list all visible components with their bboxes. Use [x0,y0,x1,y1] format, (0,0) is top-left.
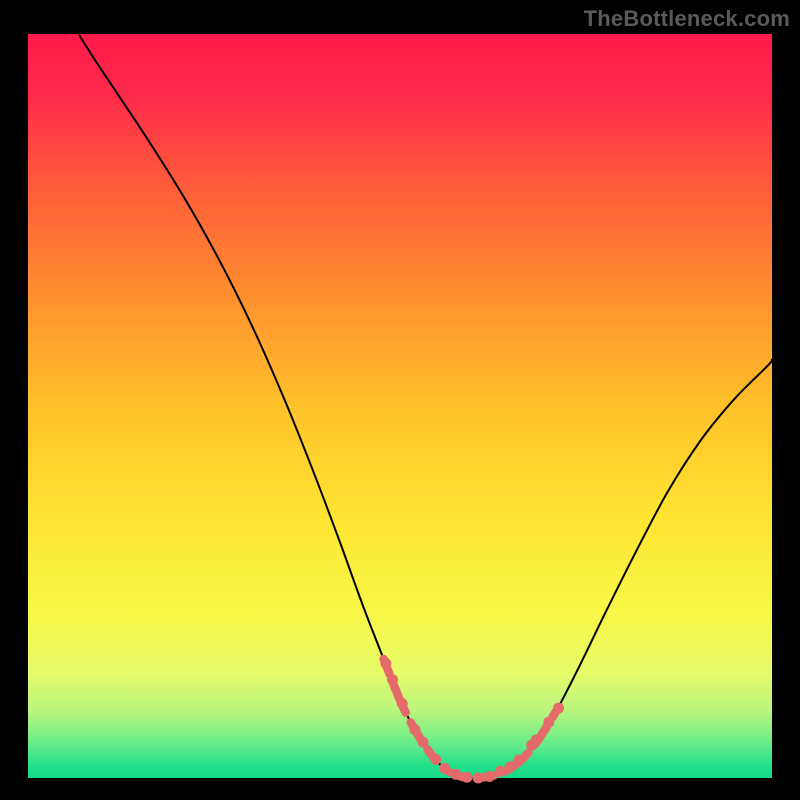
highlight-dot [380,658,391,669]
highlight-dot [553,703,564,714]
highlight-dot [505,761,516,772]
highlight-dot [543,717,554,728]
highlight-dot [514,755,525,766]
highlight-dot [387,674,398,685]
highlight-dot [397,698,408,709]
bottleneck-curve-chart [0,0,800,800]
highlight-dot [531,735,542,746]
highlight-dot [450,769,461,780]
highlight-dot [418,737,429,748]
watermark-text: TheBottleneck.com [584,6,790,32]
highlight-dot [461,772,472,783]
highlight-dot [439,763,450,774]
highlight-dot [430,754,441,765]
highlight-dot [473,773,484,784]
highlight-dot [409,724,420,735]
highlight-dot [495,766,506,777]
plot-background [28,34,772,778]
highlight-dot [484,771,495,782]
chart-stage: TheBottleneck.com [0,0,800,800]
